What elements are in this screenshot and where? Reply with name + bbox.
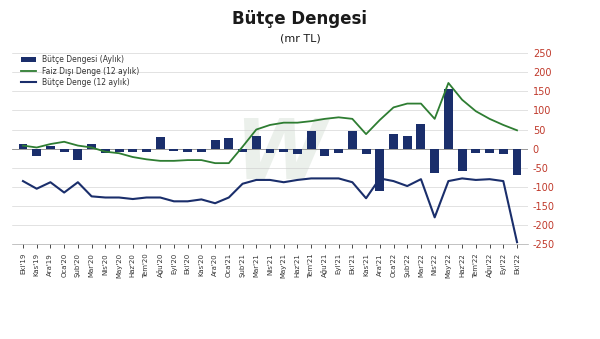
Bar xyxy=(224,138,233,148)
Bar xyxy=(19,144,28,148)
Bar xyxy=(403,136,412,148)
Bar xyxy=(87,144,96,148)
Bar xyxy=(376,148,384,191)
Bar xyxy=(266,148,274,153)
Bar xyxy=(197,148,206,153)
Bar xyxy=(279,148,288,153)
Bar xyxy=(416,124,425,148)
Bar xyxy=(458,148,467,171)
Bar xyxy=(142,148,151,152)
Text: W: W xyxy=(235,115,326,196)
Text: (mr TL): (mr TL) xyxy=(280,34,320,44)
Bar xyxy=(128,148,137,152)
Bar xyxy=(293,148,302,154)
Bar xyxy=(430,148,439,174)
Text: Bütçe Dengesi: Bütçe Dengesi xyxy=(233,10,367,28)
Legend: Bütçe Dengesi (Aylık), Faiz Dışı Denge (12 aylık), Bütçe Denge (12 aylık): Bütçe Dengesi (Aylık), Faiz Dışı Denge (… xyxy=(21,55,140,87)
Bar xyxy=(472,148,481,153)
Bar xyxy=(115,148,124,152)
Bar xyxy=(252,136,261,148)
Bar xyxy=(183,148,192,152)
Bar xyxy=(499,148,508,154)
Bar xyxy=(389,134,398,148)
Bar xyxy=(512,148,521,175)
Bar xyxy=(485,148,494,153)
Bar xyxy=(73,148,82,160)
Bar xyxy=(320,148,329,156)
Bar xyxy=(156,137,164,148)
Bar xyxy=(348,132,357,148)
Bar xyxy=(238,148,247,152)
Bar xyxy=(211,140,220,148)
Bar xyxy=(32,148,41,156)
Bar xyxy=(59,148,68,152)
Bar xyxy=(169,148,178,151)
Bar xyxy=(101,148,110,153)
Bar xyxy=(444,89,453,148)
Bar xyxy=(307,132,316,148)
Bar xyxy=(362,148,371,154)
Bar xyxy=(46,146,55,148)
Bar xyxy=(334,148,343,153)
